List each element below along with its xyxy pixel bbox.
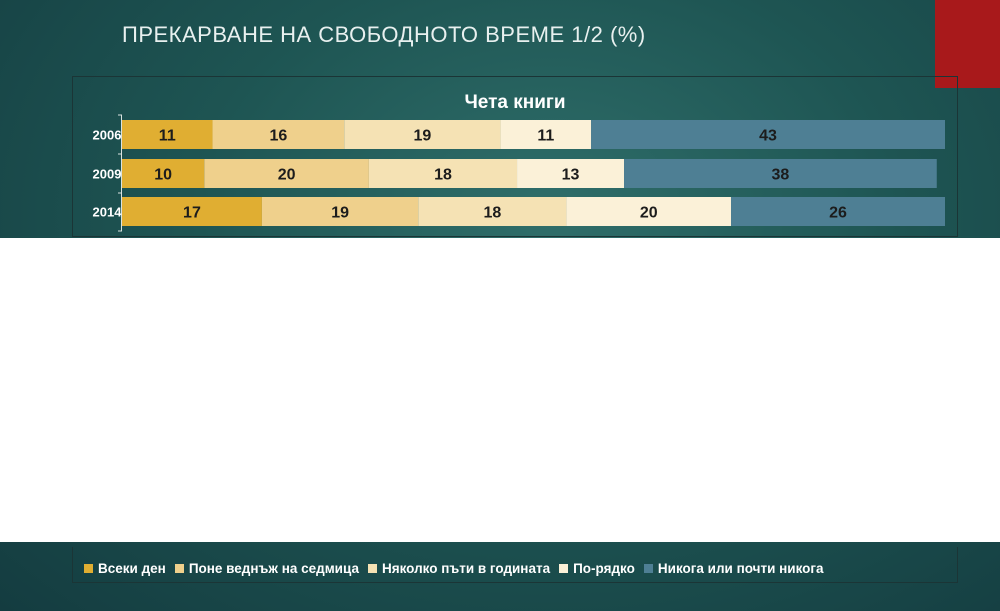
- bar-segment-2009-3: [368, 159, 518, 188]
- bar-segment-2014-4: [566, 197, 732, 226]
- data-label-2009-3: 18: [434, 167, 452, 184]
- bar-segment-2006-3: [344, 120, 501, 149]
- data-label-2009-1: 10: [154, 167, 172, 184]
- data-label-2006-3: 19: [413, 128, 431, 145]
- data-label-2009-5: 38: [772, 167, 790, 184]
- bar-segment-2014-1: [122, 197, 262, 226]
- legend-label: По-рядко: [573, 560, 635, 576]
- chart-title: Чета книги: [464, 92, 565, 113]
- data-label-2014-2: 19: [331, 205, 349, 222]
- legend-swatch: [367, 563, 377, 573]
- slide-title: ПРЕКАРВАНЕ НА СВОБОДНОТО ВРЕМЕ 1/2 (%): [122, 22, 646, 47]
- legend-swatch: [559, 563, 569, 573]
- bar-segment-2006-2: [212, 120, 345, 149]
- bar-segment-2006-4: [500, 120, 592, 149]
- category-label-2006: 2006: [93, 128, 122, 143]
- legend-frame: [72, 547, 958, 583]
- chart-legend: Всеки ден Поне веднъж на седмица Няколко п…: [84, 557, 833, 579]
- bar-segment-2009-4: [517, 159, 625, 188]
- legend-label: Всеки ден: [98, 560, 166, 576]
- data-label-2014-3: 18: [483, 205, 501, 222]
- data-label-2014-1: 17: [183, 205, 201, 222]
- bar-segment-2014-5: [731, 197, 945, 226]
- bar-segment-2014-2: [261, 197, 419, 226]
- data-label-2006-4: 11: [537, 128, 554, 145]
- chart-frame: Чета книги 2006 11 16 19 11 43 2009 10 20 18 13 38 2…: [72, 76, 958, 237]
- data-label-2014-4: 20: [640, 205, 658, 222]
- data-label-2006-2: 16: [269, 128, 287, 145]
- legend-label: Никога или почти никога: [657, 560, 824, 576]
- bar-segment-2009-2: [204, 159, 369, 188]
- legend-item-5: Никога или почти никога: [643, 560, 824, 576]
- bar-segment-2006-1: [122, 120, 213, 149]
- legend-item-2: Поне веднъж на седмица: [174, 560, 359, 576]
- legend-label: Поне веднъж на седмица: [188, 560, 359, 576]
- category-label-2014: 2014: [93, 205, 123, 220]
- legend-label: Няколко пъти в годината: [381, 560, 551, 576]
- legend-swatch: [643, 563, 653, 573]
- accent-block: [935, 0, 1000, 88]
- data-label-2014-5: 26: [829, 205, 847, 222]
- bar-segment-2014-3: [418, 197, 567, 226]
- data-label-2006-1: 11: [159, 128, 176, 145]
- legend-swatch: [84, 563, 93, 573]
- category-label-2009: 2009: [93, 167, 122, 182]
- data-label-2006-5: 43: [759, 128, 777, 145]
- bar-segment-2009-5: [624, 159, 937, 188]
- legend-item-3: Няколко пъти в годината: [367, 560, 551, 576]
- data-label-2009-4: 13: [562, 167, 580, 184]
- legend-item-1: Всеки ден: [84, 561, 166, 576]
- blank-area: [0, 238, 1000, 542]
- bar-segment-2006-5: [591, 120, 945, 149]
- legend-item-4: По-рядко: [559, 561, 635, 576]
- legend-swatch: [174, 563, 184, 573]
- data-label-2009-2: 20: [278, 167, 296, 184]
- bars-layer: 2006 11 16 19 11 43 2009 10 20 18 13 38 2014 17 19 18 20…: [93, 114, 945, 232]
- bar-segment-2009-1: [122, 159, 205, 188]
